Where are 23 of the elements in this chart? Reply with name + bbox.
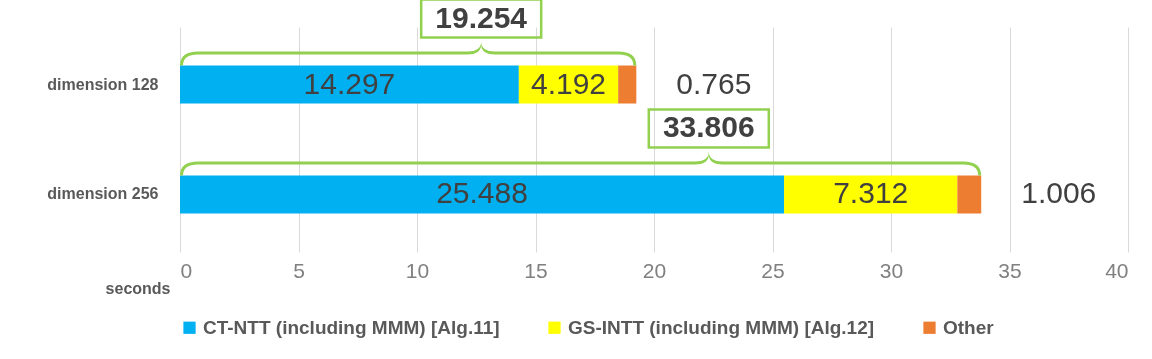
data-label: 25.488 [436,176,528,210]
x-tick-label: 20 [642,258,667,282]
x-tick-label: 15 [524,258,548,282]
total-label: 33.806 [662,110,755,144]
legend-label: CT-NTT (including MMM) [Alg.11] [203,316,500,338]
x-tick-label: 30 [879,258,904,282]
y-tick-label: dimension 256 [47,185,159,203]
x-tick-label: 40 [1105,258,1129,282]
x-tick-label: 35 [998,258,1022,282]
data-label: 4.192 [530,66,607,100]
data-label: 7.312 [833,176,909,210]
total-label: 19.254 [435,0,528,34]
data-label: 1.006 [1021,176,1097,210]
legend-label: GS-INTT (including MMM) [Alg.12] [568,316,875,338]
data-label: 0.765 [676,66,752,100]
x-axis-title: seconds [105,279,171,297]
x-tick-label: 0 [180,258,193,282]
legend-label: Other [943,316,995,338]
y-tick-label: dimension 128 [47,75,159,93]
x-tick-label: 10 [405,258,430,282]
data-label: 14.297 [303,66,396,100]
x-tick-label: 5 [293,258,305,282]
x-tick-label: 25 [761,258,785,282]
